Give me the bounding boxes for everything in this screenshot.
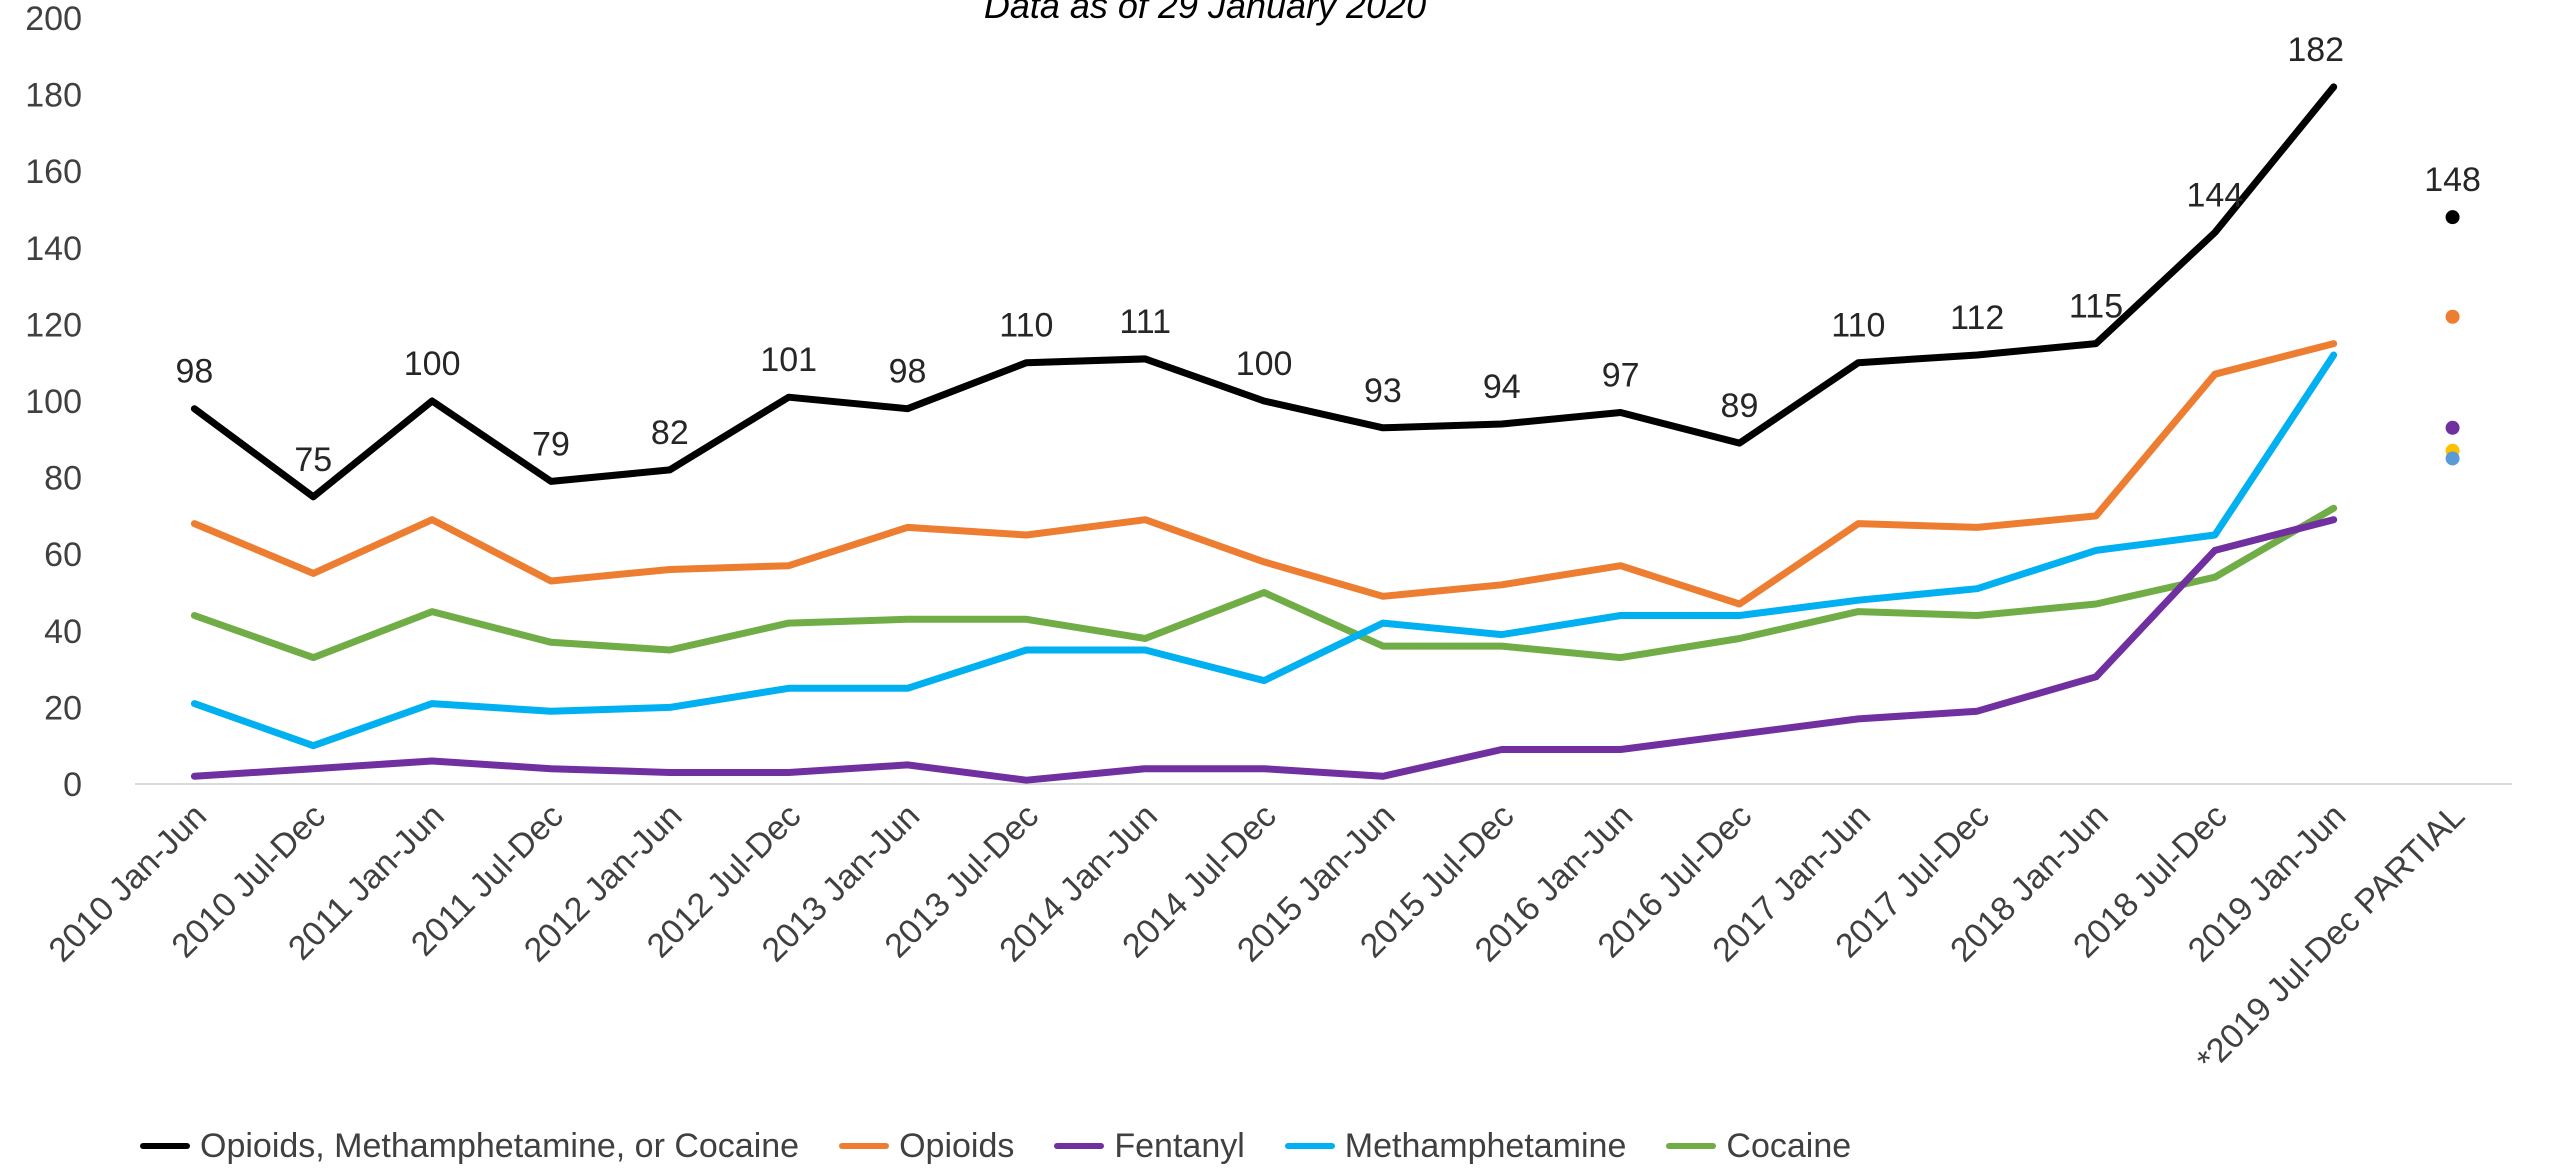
data-label: 110 bbox=[999, 307, 1053, 345]
data-label: 101 bbox=[760, 341, 817, 379]
series-line bbox=[190, 516, 2338, 784]
data-labels: 98 75 100 79 82 101 98 110 111 100 93 94 97 89 110 112 1… bbox=[176, 31, 2481, 479]
legend-label: Opioids, Methamphetamine, or Cocaine bbox=[200, 1126, 800, 1165]
data-label: 148 bbox=[2424, 161, 2481, 199]
legend-swatch bbox=[1666, 1143, 1717, 1149]
series-line bbox=[190, 340, 2338, 608]
y-tick-label: 0 bbox=[63, 766, 82, 804]
series-lines bbox=[190, 83, 2338, 784]
series-line bbox=[190, 351, 2338, 750]
y-tick-label: 100 bbox=[25, 383, 82, 421]
y-tick-label: 140 bbox=[25, 230, 82, 268]
legend-swatch bbox=[839, 1143, 890, 1149]
legend-item: Opioids, Methamphetamine, or Cocaine bbox=[140, 1127, 799, 1166]
data-label: 97 bbox=[1602, 356, 1640, 394]
legend-label: Fentanyl bbox=[1114, 1126, 1245, 1165]
data-label: 112 bbox=[1950, 299, 2004, 337]
partial-data-point bbox=[2445, 309, 2460, 324]
data-label: 144 bbox=[2187, 176, 2244, 214]
data-label: 98 bbox=[889, 353, 927, 391]
data-label: 110 bbox=[1831, 307, 1885, 345]
y-tick-label: 160 bbox=[25, 153, 82, 191]
y-tick-label: 180 bbox=[25, 77, 82, 115]
legend-item: Opioids bbox=[839, 1127, 1014, 1166]
chart-legend: Opioids, Methamphetamine, or Cocaine Opio… bbox=[0, 1122, 2552, 1170]
data-label: 98 bbox=[176, 353, 214, 391]
data-label: 111 bbox=[1119, 303, 1171, 341]
legend-item: Cocaine bbox=[1666, 1127, 1851, 1166]
legend-swatch bbox=[1054, 1143, 1105, 1149]
y-tick-label: 40 bbox=[44, 613, 82, 651]
legend-label: Opioids bbox=[899, 1126, 1015, 1165]
partial-data-point bbox=[2445, 451, 2460, 466]
data-label: 82 bbox=[651, 414, 689, 452]
chart-subtitle: Data as of 29 January 2020 bbox=[984, 0, 1426, 26]
data-label: 115 bbox=[2069, 288, 2123, 326]
legend-swatch bbox=[1284, 1143, 1335, 1149]
series-line bbox=[190, 83, 2338, 501]
data-label: 182 bbox=[2287, 31, 2344, 69]
data-label: 94 bbox=[1483, 368, 1521, 406]
y-tick-label: 60 bbox=[44, 536, 82, 574]
y-tick-label: 120 bbox=[25, 306, 82, 344]
data-label: 89 bbox=[1721, 387, 1759, 425]
partial-data-point bbox=[2445, 210, 2460, 225]
partial-data-point bbox=[2445, 420, 2460, 435]
data-label: 100 bbox=[404, 345, 461, 383]
data-label: 100 bbox=[1236, 345, 1293, 383]
legend-label: Cocaine bbox=[1726, 1126, 1852, 1165]
legend-label: Methamphetamine bbox=[1344, 1126, 1627, 1165]
y-tick-label: 80 bbox=[44, 460, 82, 498]
data-label: 79 bbox=[532, 425, 570, 463]
legend-swatch bbox=[140, 1143, 190, 1149]
legend-item: Methamphetamine bbox=[1284, 1126, 1627, 1166]
series-line bbox=[190, 504, 2338, 662]
legend-item: Fentanyl bbox=[1054, 1126, 1245, 1166]
data-label: 75 bbox=[294, 441, 332, 479]
y-tick-label: 200 bbox=[25, 0, 82, 38]
data-label: 93 bbox=[1364, 372, 1402, 410]
y-tick-label: 20 bbox=[44, 689, 82, 727]
partial-points bbox=[2445, 210, 2460, 466]
y-axis: 0 20 40 60 80 100 120 140 160 180 200 bbox=[25, 0, 82, 804]
